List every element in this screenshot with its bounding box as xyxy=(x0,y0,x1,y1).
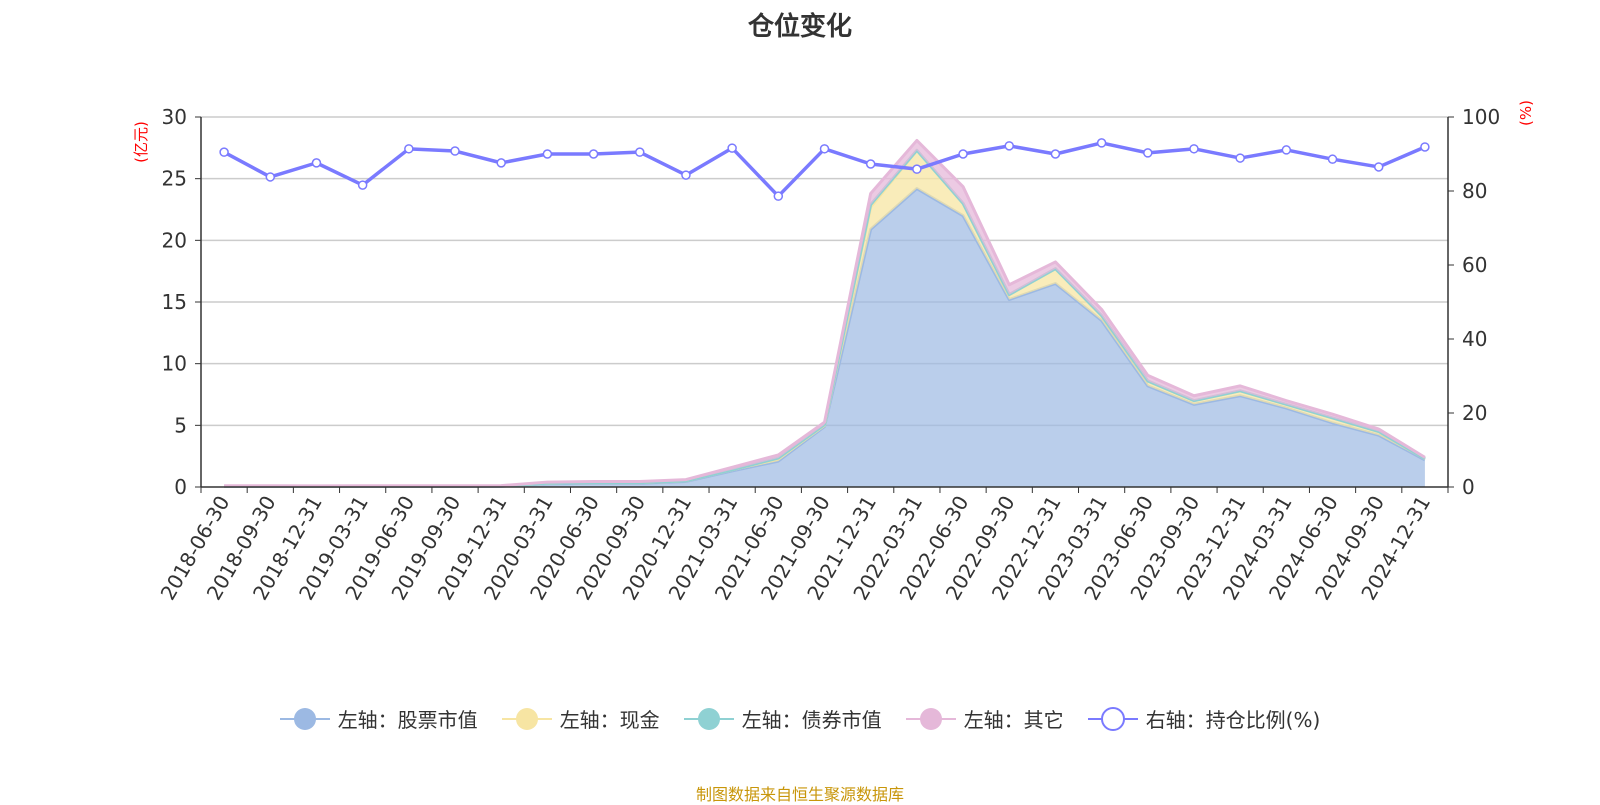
legend-label: 左轴：现金 xyxy=(559,708,660,732)
legend-label: 右轴：持仓比例(%) xyxy=(1145,708,1321,732)
right-tick-label: 20 xyxy=(1462,401,1487,425)
ratio-point xyxy=(635,147,645,157)
right-axis-name: (%) xyxy=(1517,100,1535,126)
legend-marker-icon xyxy=(501,707,552,730)
ratio-point xyxy=(588,149,599,159)
legend-marker-icon xyxy=(279,707,330,730)
legend: 左轴：股票市值 左轴：现金 左轴：债券市值 左轴：其它 右轴：持仓比例(%) xyxy=(0,704,1600,733)
ratio-point xyxy=(1050,149,1061,159)
legend-marker-icon xyxy=(905,707,956,730)
ratio-point xyxy=(1189,144,1199,154)
ratio-point xyxy=(958,149,968,159)
ratio-point xyxy=(681,170,691,180)
ratio-point xyxy=(1373,162,1384,172)
left-tick-label: 20 xyxy=(162,228,187,252)
legend-item[interactable]: 左轴：股票市值 xyxy=(279,704,478,733)
ratio-point xyxy=(727,143,737,153)
ratio-point xyxy=(404,144,414,154)
ratio-point xyxy=(542,149,553,159)
left-tick-label: 15 xyxy=(162,290,187,314)
legend-label: 左轴：债券市值 xyxy=(741,708,882,732)
left-tick-label: 30 xyxy=(162,105,187,129)
ratio-point xyxy=(1096,138,1107,148)
ratio-point xyxy=(265,172,276,182)
ratio-point xyxy=(1281,145,1292,155)
left-tick-label: 10 xyxy=(162,352,187,376)
right-tick-label: 60 xyxy=(1462,253,1487,277)
ratio-point xyxy=(865,159,876,169)
ratio-point xyxy=(912,164,922,174)
legend-item[interactable]: 右轴：持仓比例(%) xyxy=(1087,704,1321,733)
ratio-point xyxy=(773,191,784,201)
legend-label: 左轴：其它 xyxy=(963,708,1064,732)
ratio-point xyxy=(1143,148,1153,158)
left-tick-label: 0 xyxy=(174,475,187,499)
ratio-point xyxy=(357,180,368,190)
area-stock xyxy=(224,188,1425,488)
ratio-point xyxy=(219,147,229,157)
legend-item[interactable]: 左轴：其它 xyxy=(905,704,1064,733)
legend-marker-icon xyxy=(1087,706,1138,731)
ratio-point xyxy=(496,158,506,168)
ratio-point xyxy=(450,146,460,156)
right-tick-label: 80 xyxy=(1462,179,1487,203)
ratio-point xyxy=(819,144,830,154)
ratio-point xyxy=(1004,141,1014,151)
legend-item[interactable]: 左轴：现金 xyxy=(501,704,660,733)
left-tick-label: 25 xyxy=(162,167,187,191)
data-source-footer: 制图数据来自恒生聚源数据库 xyxy=(695,785,904,804)
ratio-point xyxy=(1420,142,1430,152)
right-tick-label: 40 xyxy=(1462,327,1487,351)
ratio-point xyxy=(1327,154,1338,164)
line-other xyxy=(224,138,1426,488)
ratio-point xyxy=(311,158,322,168)
left-tick-label: 5 xyxy=(174,413,187,437)
position-chart: 051015202530020406080100(亿元)(%)2018-06-3… xyxy=(132,100,1535,604)
legend-item[interactable]: 左轴：债券市值 xyxy=(683,704,882,733)
legend-label: 左轴：股票市值 xyxy=(337,708,478,732)
chart-title: 仓位变化 xyxy=(747,12,852,42)
ratio-point xyxy=(1235,153,1245,163)
left-axis-name: (亿元) xyxy=(132,121,150,163)
right-tick-label: 100 xyxy=(1462,105,1500,129)
legend-marker-icon xyxy=(683,707,734,730)
right-tick-label: 0 xyxy=(1462,475,1475,499)
